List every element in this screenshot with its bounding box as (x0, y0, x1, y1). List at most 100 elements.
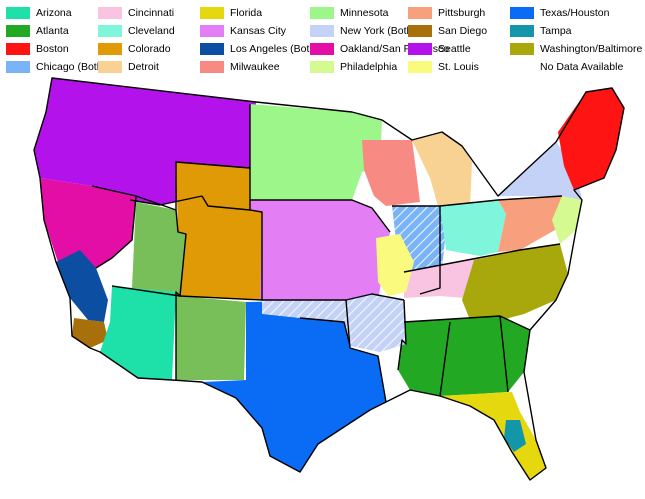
state-border (392, 195, 563, 207)
legend-label: New York (Both) (340, 25, 416, 37)
us-outline (33, 77, 625, 481)
florida-region (440, 392, 546, 480)
detroit-region (412, 132, 472, 206)
legend-label: St. Louis (438, 61, 479, 73)
state-border (201, 195, 251, 211)
legend-label: Cincinnati (128, 7, 175, 19)
kansas-city-region (250, 200, 390, 300)
legend-item: Seattle (408, 42, 471, 56)
legend-swatch (510, 43, 534, 55)
san-diego-region (72, 318, 108, 348)
atlanta-region (398, 316, 530, 396)
legend-swatch (6, 25, 30, 37)
legend-item: Detroit (98, 60, 159, 74)
legend-item: Los Angeles (Both) (200, 42, 319, 56)
arizona-region (100, 286, 176, 380)
legend-item: Cincinnati (98, 6, 174, 20)
legend-swatch (6, 43, 30, 55)
legend-swatch (6, 7, 30, 19)
state-border (345, 299, 387, 403)
legend-label: Detroit (128, 61, 159, 73)
legend-swatch (310, 25, 334, 37)
cleveland-region (440, 200, 506, 256)
pittsburgh-region (498, 196, 562, 252)
minnesota-region (250, 104, 382, 200)
legend-label: No Data Available (540, 61, 624, 73)
legend-label: Florida (230, 7, 263, 19)
legend-item: Texas/Houston (510, 6, 609, 20)
legend-swatch (200, 25, 224, 37)
legend-label: Los Angeles (Both) (230, 43, 319, 55)
legend-label: Philadelphia (340, 61, 398, 73)
legend-label: Colorado (128, 43, 171, 55)
legend-swatch (200, 61, 224, 73)
legend-item: No Data Available (510, 60, 623, 74)
state-border (499, 315, 509, 393)
legend-swatch (408, 25, 432, 37)
utah-nm-atlanta-region (132, 202, 246, 380)
legend-item: Washington/Baltimore (510, 42, 642, 56)
los-angeles-region (56, 250, 108, 322)
legend-swatch (98, 43, 122, 55)
state-border (403, 243, 561, 273)
legend-label: Washington/Baltimore (540, 43, 643, 55)
map-legend: Arizona Atlanta Boston Chicago (Both) Cincin… (0, 0, 645, 74)
philadelphia-region (552, 196, 582, 244)
legend-swatch (510, 25, 534, 37)
legend-item: Cleveland (98, 24, 175, 38)
state-border (439, 321, 451, 397)
legend-swatch (310, 43, 334, 55)
legend-label: Pittsburgh (438, 7, 486, 19)
washington-baltimore-region (462, 244, 568, 322)
state-border (111, 285, 405, 301)
legend-swatch (408, 61, 432, 73)
legend-label: Atlanta (36, 25, 69, 37)
boston-region (558, 88, 624, 190)
legend-swatch (310, 61, 334, 73)
state-border (175, 209, 187, 380)
legend-label: Minnesota (340, 7, 389, 19)
state-border (419, 206, 441, 295)
legend-item: Colorado (98, 42, 171, 56)
legend-item: St. Louis (408, 60, 479, 74)
legend-label: Texas/Houston (540, 7, 610, 19)
legend-swatch (200, 43, 224, 55)
legend-swatch (200, 7, 224, 19)
legend-label: Chicago (Both) (36, 61, 107, 73)
legend-item: New York (Both) (310, 24, 416, 38)
legend-item: San Diego (408, 24, 487, 38)
legend-item: Pittsburgh (408, 6, 485, 20)
state-border (299, 317, 351, 347)
legend-swatch (98, 61, 122, 73)
state-border (91, 185, 137, 269)
st-louis-region (376, 234, 414, 296)
tampa-region (504, 420, 526, 452)
legend-label: Boston (36, 43, 69, 55)
state-border (129, 195, 203, 206)
legend-label: Seattle (438, 43, 471, 55)
legend-item: Chicago (Both) (6, 60, 106, 74)
legend-label: Arizona (36, 7, 72, 19)
legend-item: Boston (6, 42, 69, 56)
legend-label: San Diego (438, 25, 488, 37)
colorado-region (176, 162, 262, 300)
legend-swatch (510, 61, 534, 73)
legend-item: Atlanta (6, 24, 69, 38)
legend-item: Arizona (6, 6, 72, 20)
legend-item: Philadelphia (310, 60, 397, 74)
legend-item: Tampa (510, 24, 572, 38)
legend-swatch (408, 7, 432, 19)
state-border (249, 168, 263, 300)
legend-swatch (310, 7, 334, 19)
legend-label: Cleveland (128, 25, 175, 37)
legend-item: Florida (200, 6, 262, 20)
legend-item: Milwaukee (200, 60, 280, 74)
legend-swatch (510, 7, 534, 19)
legend-swatch (98, 25, 122, 37)
legend-swatch (98, 7, 122, 19)
legend-swatch (6, 61, 30, 73)
new-york-region (498, 142, 582, 206)
state-border (135, 104, 251, 211)
legend-label: Tampa (540, 25, 572, 37)
oklahoma-arkansas-region-hatch (262, 294, 406, 352)
